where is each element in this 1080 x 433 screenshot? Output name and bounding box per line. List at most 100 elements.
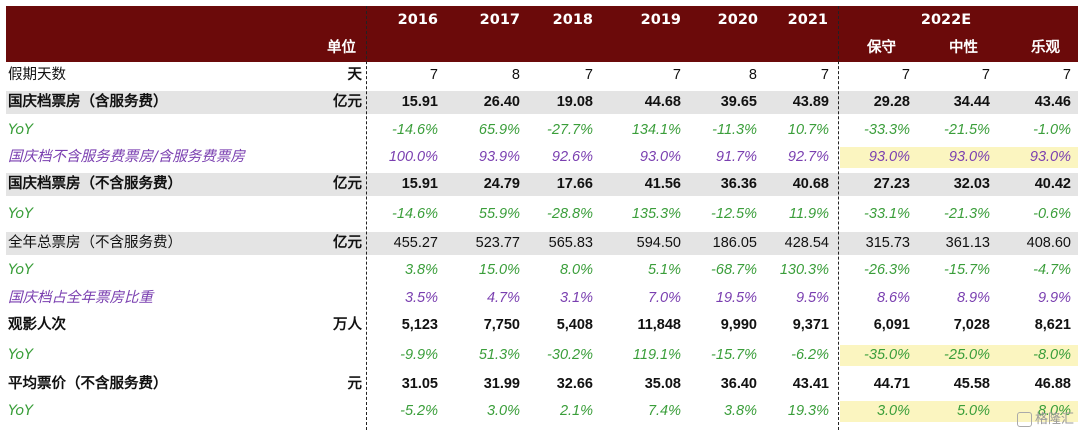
table-cell: -8.0% [1033, 347, 1071, 363]
watermark: 格隆汇 [1016, 408, 1074, 427]
table-cell: 43.41 [792, 376, 829, 392]
table-row: 全年总票房（不含服务费） 亿元 455.27 523.77 565.83 594.50 18… [6, 232, 1078, 255]
table-cell: 32.03 [953, 176, 990, 192]
row-unit: 万人 [333, 317, 362, 333]
table-cell: 7.4% [647, 403, 681, 419]
table-cell: 8,621 [1034, 317, 1071, 333]
row-unit [322, 119, 362, 142]
table-cell: 2.1% [559, 403, 593, 419]
forecast-highlight [840, 401, 1078, 422]
table-row: YoY 3.8% 15.0% 8.0% 5.1% -68.7% 130.3% -26.3% -1… [6, 259, 1078, 282]
row-unit [322, 203, 362, 226]
table-cell: 17.66 [556, 176, 593, 192]
table-cell: 594.50 [636, 235, 681, 251]
table-cell: 34.44 [953, 94, 990, 110]
table-cell: 15.0% [478, 262, 520, 278]
table-cell: 523.77 [475, 235, 520, 251]
table-cell: 428.54 [784, 235, 829, 251]
table-cell: -6.2% [791, 347, 829, 363]
row-label: 国庆档不含服务费票房/含服务费票房 [8, 149, 245, 165]
row-label: 全年总票房（不含服务费） [8, 235, 182, 251]
row-label: 国庆档占全年票房比重 [8, 290, 153, 306]
row-label: 平均票价（不含服务费） [8, 376, 168, 392]
table-cell: 7 [672, 67, 681, 83]
table-cell: -15.7% [944, 262, 990, 278]
table-cell: 92.7% [787, 149, 829, 165]
table-cell: 7 [981, 67, 990, 83]
table-cell: 186.05 [712, 235, 757, 251]
row-unit [322, 287, 362, 310]
table-cell: 119.1% [632, 347, 681, 363]
table-cell: -14.6% [392, 206, 438, 222]
table-cell: -21.3% [944, 206, 990, 222]
table-cell: 36.40 [720, 376, 757, 392]
table-cell: 8.0% [559, 262, 593, 278]
row-unit: 亿元 [333, 176, 362, 192]
row-label: YoY [8, 206, 33, 222]
table-cell: 93.9% [478, 149, 520, 165]
table-row: 观影人次 万人 5,123 7,750 5,408 11,848 9,990 9,371 6,0… [6, 314, 1078, 337]
table-cell: 408.60 [1026, 235, 1071, 251]
table-cell: 19.5% [715, 290, 757, 306]
table-row: YoY -14.6% 65.9% -27.7% 134.1% -11.3% 10.7% -33… [6, 119, 1078, 142]
row-label: YoY [8, 403, 33, 419]
table-cell: 65.9% [478, 122, 520, 138]
table-cell: 3.5% [404, 290, 438, 306]
table-cell: 130.3% [779, 262, 829, 278]
table-row: 国庆档不含服务费票房/含服务费票房 100.0% 93.9% 92.6% 93.0% 91… [6, 146, 1078, 169]
table-cell: 8 [511, 67, 520, 83]
table-cell: 93.0% [948, 149, 990, 165]
table-cell: 8.6% [876, 290, 910, 306]
table-cell: 3.8% [723, 403, 757, 419]
table-cell: -28.8% [547, 206, 593, 222]
table-cell: 455.27 [393, 235, 438, 251]
table-cell: 7 [429, 67, 438, 83]
divider-forecast [838, 6, 839, 430]
row-unit: 天 [347, 67, 363, 83]
table-cell: 8.0% [1037, 403, 1071, 419]
row-label: 国庆档票房（含服务费） [8, 94, 168, 110]
table-cell: 44.71 [873, 376, 910, 392]
table-cell: 6,091 [873, 317, 910, 333]
row-label: 假期天数 [8, 67, 66, 83]
table-cell: 93.0% [1029, 149, 1071, 165]
divider-left [366, 6, 367, 430]
row-label: 国庆档票房（不含服务费） [8, 176, 182, 192]
table-cell: 5,123 [401, 317, 438, 333]
header-scenario-optimistic: 乐观 [1031, 40, 1060, 56]
table-cell: 39.65 [720, 94, 757, 110]
table-cell: 134.1% [631, 122, 681, 138]
table-cell: -30.2% [547, 347, 593, 363]
header-year-2017: 2017 [479, 12, 520, 28]
table-cell: 100.0% [388, 149, 438, 165]
table-row: YoY -14.6% 55.9% -28.8% 135.3% -12.5% 11.9% -33… [6, 203, 1078, 226]
table-cell: 41.56 [644, 176, 681, 192]
table-cell: -21.5% [944, 122, 990, 138]
table-cell: 24.79 [483, 176, 520, 192]
row-unit [322, 400, 362, 423]
table-cell: 7 [901, 67, 910, 83]
table-cell: 51.3% [478, 347, 520, 363]
table-cell: 5,408 [556, 317, 593, 333]
table-cell: -0.6% [1033, 206, 1071, 222]
table-cell: 4.7% [486, 290, 520, 306]
table-cell: -1.0% [1033, 122, 1071, 138]
table-cell: 19.08 [556, 94, 593, 110]
row-label: YoY [8, 122, 33, 138]
table-cell: 92.6% [551, 149, 593, 165]
table-cell: 31.05 [401, 376, 438, 392]
table-cell: 15.91 [401, 94, 438, 110]
table-cell: -33.3% [864, 122, 910, 138]
table-cell: 7 [820, 67, 829, 83]
table-cell: 36.36 [720, 176, 757, 192]
table-cell: 361.13 [945, 235, 990, 251]
header-year-2022e: 2022E [920, 12, 972, 28]
table-cell: 27.23 [873, 176, 910, 192]
table-cell: 55.9% [478, 206, 520, 222]
table-cell: 35.08 [644, 376, 681, 392]
header-scenario-conservative: 保守 [867, 40, 896, 56]
watermark-text: 格隆汇 [1034, 412, 1074, 427]
table-cell: 43.46 [1034, 94, 1071, 110]
header-year-2020: 2020 [717, 12, 758, 28]
table-cell: 7 [584, 67, 593, 83]
